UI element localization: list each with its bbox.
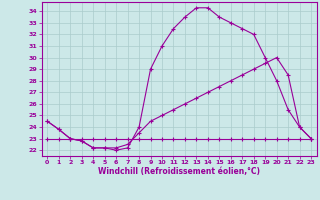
X-axis label: Windchill (Refroidissement éolien,°C): Windchill (Refroidissement éolien,°C) [98,167,260,176]
